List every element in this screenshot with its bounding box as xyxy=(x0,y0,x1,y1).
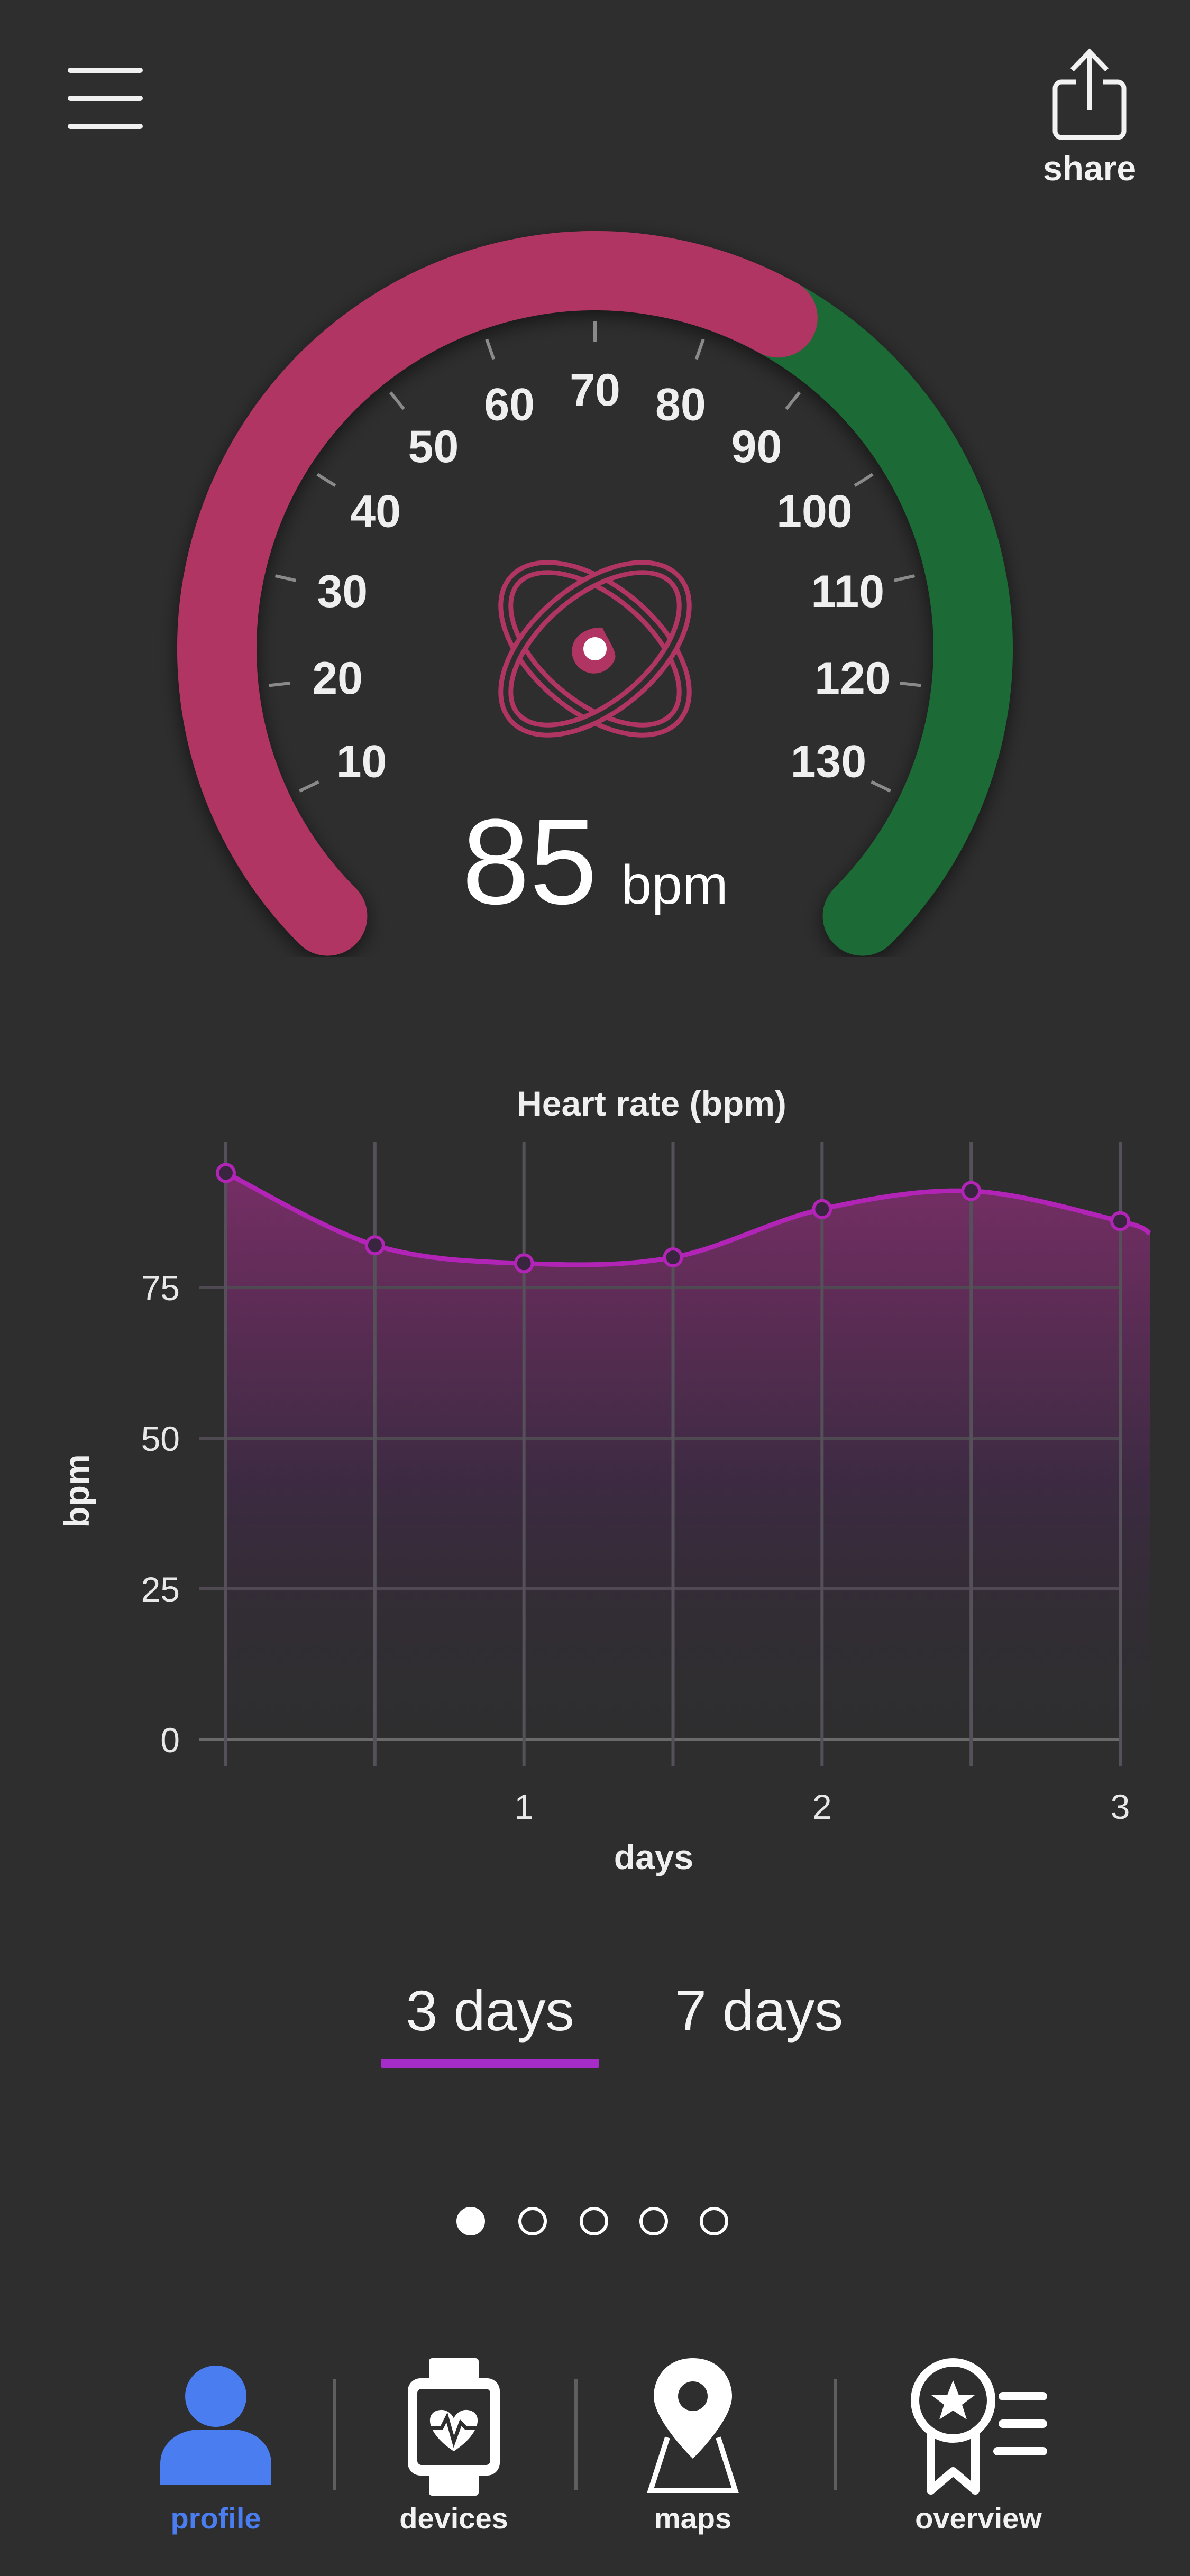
gauge-tick-mark xyxy=(854,473,874,487)
gauge-tick-mark xyxy=(485,338,496,360)
y-tick-label: 75 xyxy=(141,1268,180,1308)
heart-rate-value: 85 xyxy=(462,794,598,930)
tab-3-days-underline xyxy=(381,2059,599,2068)
nav-overview-label: overview xyxy=(915,2501,1042,2535)
y-tick-label: 50 xyxy=(141,1419,180,1458)
gauge-tick-mark xyxy=(299,780,319,793)
gauge-tick-label: 130 xyxy=(791,737,867,787)
gauge-arc-above-value xyxy=(715,266,1013,956)
x-tick-label: 2 xyxy=(812,1787,832,1826)
gauge-tick-mark xyxy=(694,338,705,360)
nav-divider xyxy=(333,2379,336,2490)
nav-devices-label: devices xyxy=(399,2501,508,2535)
gauge-arc-below-value xyxy=(177,231,818,956)
gauge-tick-label: 90 xyxy=(731,421,782,472)
y-axis-label: bpm xyxy=(57,1454,96,1528)
chart-area-fill xyxy=(226,1173,1150,1740)
gauge-tick-mark xyxy=(871,780,891,793)
x-tick-label: 3 xyxy=(1111,1787,1130,1826)
nav-overview[interactable]: overview xyxy=(899,2358,1058,2543)
chart-data-point[interactable] xyxy=(216,1163,236,1183)
award-ribbon-list-icon xyxy=(911,2358,1047,2495)
nav-maps-label: maps xyxy=(654,2501,732,2535)
nav-profile-label: profile xyxy=(170,2501,261,2535)
map-pin-icon xyxy=(647,2358,739,2493)
smartwatch-heart-icon xyxy=(408,2358,500,2496)
x-axis-label: days xyxy=(614,1837,693,1876)
nav-profile[interactable]: profile xyxy=(143,2358,289,2543)
chart-data-point[interactable] xyxy=(663,1247,683,1267)
hamburger-menu-icon xyxy=(68,68,143,73)
gauge-tick-mark xyxy=(900,681,921,687)
menu-button[interactable] xyxy=(68,68,143,129)
gauge-tick-label: 10 xyxy=(336,737,387,787)
page-dot-5[interactable] xyxy=(700,2207,728,2235)
tab-7-days[interactable]: 7 days xyxy=(674,1979,844,2043)
gauge-tick-mark xyxy=(269,681,290,687)
chart-data-point[interactable] xyxy=(364,1235,385,1256)
page-dot-2[interactable] xyxy=(518,2207,547,2235)
gauge-tick-label: 30 xyxy=(317,566,368,617)
share-button[interactable]: share xyxy=(1034,48,1145,190)
gauge-tick-label: 80 xyxy=(655,379,706,430)
share-upload-icon xyxy=(1052,48,1127,140)
y-tick-label: 25 xyxy=(141,1570,180,1609)
gauge-tick-mark xyxy=(274,574,297,582)
nav-divider xyxy=(834,2379,837,2490)
x-tick-label: 1 xyxy=(514,1787,534,1826)
page-dot-4[interactable] xyxy=(639,2207,668,2235)
nav-divider xyxy=(574,2379,578,2490)
page-dot-1[interactable] xyxy=(456,2207,485,2235)
heart-orbit-icon xyxy=(498,560,692,738)
nav-devices[interactable]: devices xyxy=(381,2358,527,2543)
gauge-tick-mark xyxy=(893,574,916,582)
gauge-tick-label: 70 xyxy=(570,365,620,416)
chart-data-point[interactable] xyxy=(961,1181,982,1201)
page-dot-3[interactable] xyxy=(580,2207,608,2235)
y-tick-label: 0 xyxy=(160,1721,180,1760)
gauge-tick-label: 40 xyxy=(350,486,401,537)
gauge-tick-label: 120 xyxy=(814,653,891,704)
share-label: share xyxy=(1042,149,1137,188)
chart-data-point[interactable] xyxy=(1110,1211,1130,1231)
gauge-tick-mark xyxy=(785,391,801,410)
heart-rate-unit: bpm xyxy=(621,854,728,916)
gauge-tick-label: 50 xyxy=(408,421,459,472)
nav-maps[interactable]: maps xyxy=(620,2358,766,2543)
heart-rate-gauge: 10 20 30 40 50 60 70 80 90 100 110 120 130 85 bpm xyxy=(159,222,1031,957)
hamburger-menu-icon xyxy=(68,96,143,101)
tab-3-days[interactable]: 3 days xyxy=(406,1979,574,2043)
gauge-tick-label: 60 xyxy=(484,379,535,430)
heart-rate-area-chart: Heart rate (bpm) 0 25 50 75 1 2 3 days bpm xyxy=(57,1084,1151,1876)
gauge-tick-mark xyxy=(316,473,336,487)
gauge-tick-mark xyxy=(389,391,405,410)
chart-data-point[interactable] xyxy=(514,1253,534,1274)
chart-data-point[interactable] xyxy=(812,1199,832,1219)
profile-person-icon xyxy=(160,2366,271,2485)
gauge-tick-label: 110 xyxy=(811,566,884,617)
gauge-tick-label: 20 xyxy=(312,653,363,704)
gauge-tick-label: 100 xyxy=(776,486,853,537)
hamburger-menu-icon xyxy=(68,124,143,129)
heart-rate-chart: Heart rate (bpm) 0 25 50 75 1 2 3 days bpm xyxy=(0,1079,1190,1903)
chart-title: Heart rate (bpm) xyxy=(517,1084,786,1123)
